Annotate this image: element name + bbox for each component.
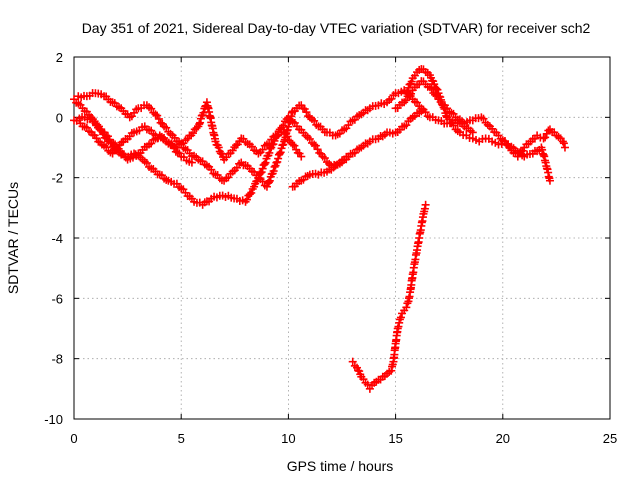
y-axis-label: SDTVAR / TECUs — [5, 182, 21, 294]
data-point — [560, 143, 569, 152]
data-point — [305, 134, 314, 143]
grid-lines — [74, 57, 610, 419]
x-tick-label: 20 — [496, 431, 510, 446]
y-tick-label: 0 — [56, 110, 63, 125]
axis-ticks — [73, 56, 611, 420]
data-point — [320, 154, 329, 163]
data-point — [95, 122, 104, 131]
x-tick-labels: 0 5 10 15 20 25 — [70, 431, 617, 446]
data-point — [247, 188, 256, 197]
data-point — [313, 145, 322, 154]
data-point — [559, 139, 568, 148]
data-point — [275, 149, 284, 158]
data-point — [445, 115, 454, 124]
data-point — [262, 182, 271, 191]
data-point — [545, 176, 554, 185]
data-point — [214, 143, 223, 152]
y-tick-label: -2 — [51, 171, 63, 186]
data-point — [274, 154, 283, 163]
x-tick-label: 10 — [281, 431, 295, 446]
data-point — [93, 120, 102, 129]
data-point — [407, 89, 416, 98]
data-point — [479, 114, 488, 123]
data-point — [541, 133, 550, 142]
y-tick-label: -6 — [51, 291, 63, 306]
data-point — [405, 90, 414, 99]
data-point — [401, 96, 410, 105]
data-point — [102, 131, 111, 140]
data-point — [258, 164, 267, 173]
data-point — [151, 110, 160, 119]
data-point — [302, 108, 311, 117]
data-point — [407, 77, 416, 86]
y-tick-label: 2 — [56, 50, 63, 65]
data-point — [402, 303, 411, 312]
data-point — [427, 84, 436, 93]
data-points — [70, 65, 569, 393]
y-tick-label: -8 — [51, 352, 63, 367]
y-tick-labels: -10 -8 -6 -4 -2 0 2 — [44, 50, 63, 427]
data-point — [187, 158, 196, 167]
data-point — [297, 152, 306, 161]
data-point — [539, 134, 548, 143]
data-point — [245, 190, 254, 199]
data-point — [173, 148, 182, 157]
data-point — [402, 121, 411, 130]
data-point — [421, 200, 430, 209]
data-point — [290, 141, 299, 150]
x-tick-label: 0 — [70, 431, 77, 446]
data-point — [266, 144, 275, 153]
data-point — [232, 163, 241, 172]
data-point — [269, 167, 278, 176]
data-point — [265, 148, 274, 157]
data-point — [544, 126, 553, 135]
data-point — [279, 121, 288, 130]
data-point — [258, 177, 267, 186]
x-axis-label: GPS time / hours — [287, 458, 394, 474]
data-point — [154, 114, 163, 123]
data-point — [114, 144, 123, 153]
data-point — [188, 129, 197, 138]
data-point — [280, 128, 289, 137]
data-point — [260, 160, 269, 169]
data-point — [558, 137, 567, 146]
data-point — [265, 176, 274, 185]
data-point — [270, 162, 279, 171]
data-point — [196, 118, 205, 127]
data-point — [242, 195, 251, 204]
data-point — [425, 83, 434, 92]
data-point — [288, 140, 297, 149]
y-tick-label: -4 — [51, 231, 63, 246]
data-point — [195, 120, 204, 129]
data-point — [310, 140, 319, 149]
chart-title: Day 351 of 2021, Sidereal Day-to-day VTE… — [82, 20, 591, 36]
data-point — [166, 140, 175, 149]
x-tick-label: 25 — [603, 431, 617, 446]
data-point — [261, 158, 270, 167]
data-point — [264, 178, 273, 187]
data-point — [310, 116, 319, 125]
data-point — [417, 107, 426, 116]
data-point — [276, 148, 285, 157]
y-tick-label: -10 — [44, 412, 63, 427]
x-tick-label: 5 — [178, 431, 185, 446]
data-point — [421, 108, 430, 117]
data-point — [348, 357, 357, 366]
data-point — [432, 91, 441, 100]
data-point — [396, 313, 405, 322]
data-point — [162, 123, 171, 132]
data-point — [116, 148, 125, 157]
data-point — [112, 143, 121, 152]
data-point — [311, 141, 320, 150]
data-point — [283, 132, 292, 141]
x-tick-label: 15 — [388, 431, 402, 446]
data-point — [109, 139, 118, 148]
data-point — [258, 145, 267, 154]
data-point — [431, 90, 440, 99]
